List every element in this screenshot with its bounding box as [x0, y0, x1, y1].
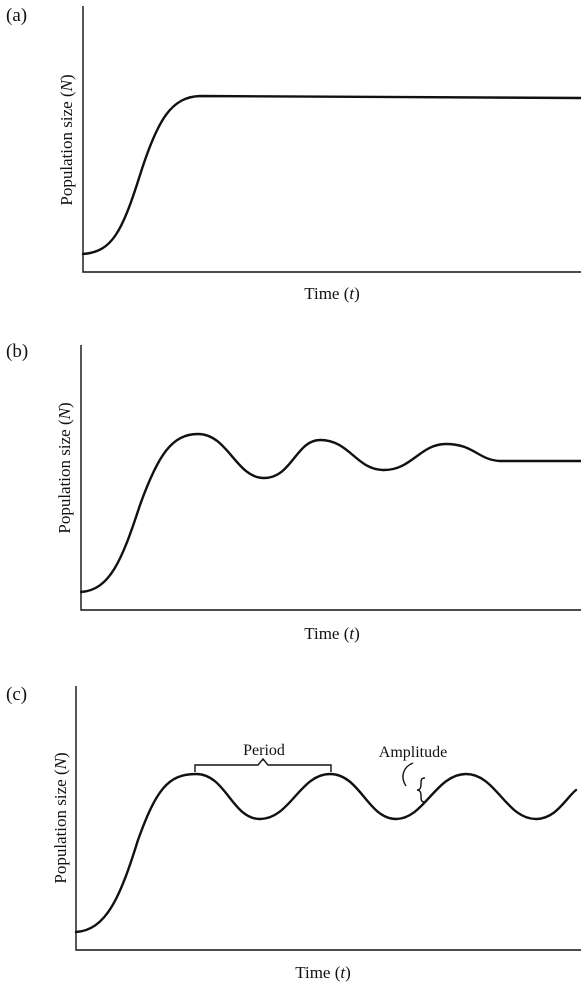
panel-label-a: (a) [6, 5, 27, 26]
series-line-c [74, 772, 578, 934]
panel-a: (a) Population size (N) Time (t) [6, 5, 581, 303]
amplitude-leader [402, 762, 414, 787]
series-line-a [81, 94, 581, 256]
xlabel-c: Time (t) [295, 963, 351, 982]
xlabel-a-main: Time [304, 284, 339, 303]
xlabel-a-var: t [349, 284, 355, 303]
xlabel-b: Time (t) [304, 624, 360, 643]
ylabel-b-var: N [55, 406, 74, 420]
axes-a [82, 6, 581, 273]
xlabel-a: Time (t) [304, 284, 360, 303]
ylabel-c: Population size (N) [51, 752, 70, 883]
panel-label-c: (c) [6, 684, 27, 705]
panel-c: (c) Population size (N) Time (t) Period … [6, 684, 581, 982]
ylabel-a-main: Population size [57, 101, 76, 205]
amplitude-brace [416, 777, 426, 803]
period-bracket [194, 757, 332, 772]
xlabel-b-main: Time [304, 624, 339, 643]
ylabel-a: Population size (N) [57, 74, 76, 205]
panel-b: (b) Population size (N) Time (t) [6, 341, 581, 643]
amplitude-label: Amplitude [379, 744, 447, 761]
axes-c [75, 686, 581, 951]
series-line-b [79, 432, 581, 594]
xlabel-c-main: Time [295, 963, 330, 982]
ylabel-a-var: N [57, 78, 76, 92]
xlabel-c-var: t [340, 963, 346, 982]
ylabel-b-main: Population size [55, 429, 74, 533]
ylabel-c-var: N [51, 756, 70, 770]
panel-label-b: (b) [6, 341, 28, 362]
axes-b [80, 345, 581, 611]
period-label: Period [243, 742, 285, 759]
xlabel-b-var: t [349, 624, 355, 643]
ylabel-b: Population size (N) [55, 402, 74, 533]
ylabel-c-main: Population size [51, 779, 70, 883]
